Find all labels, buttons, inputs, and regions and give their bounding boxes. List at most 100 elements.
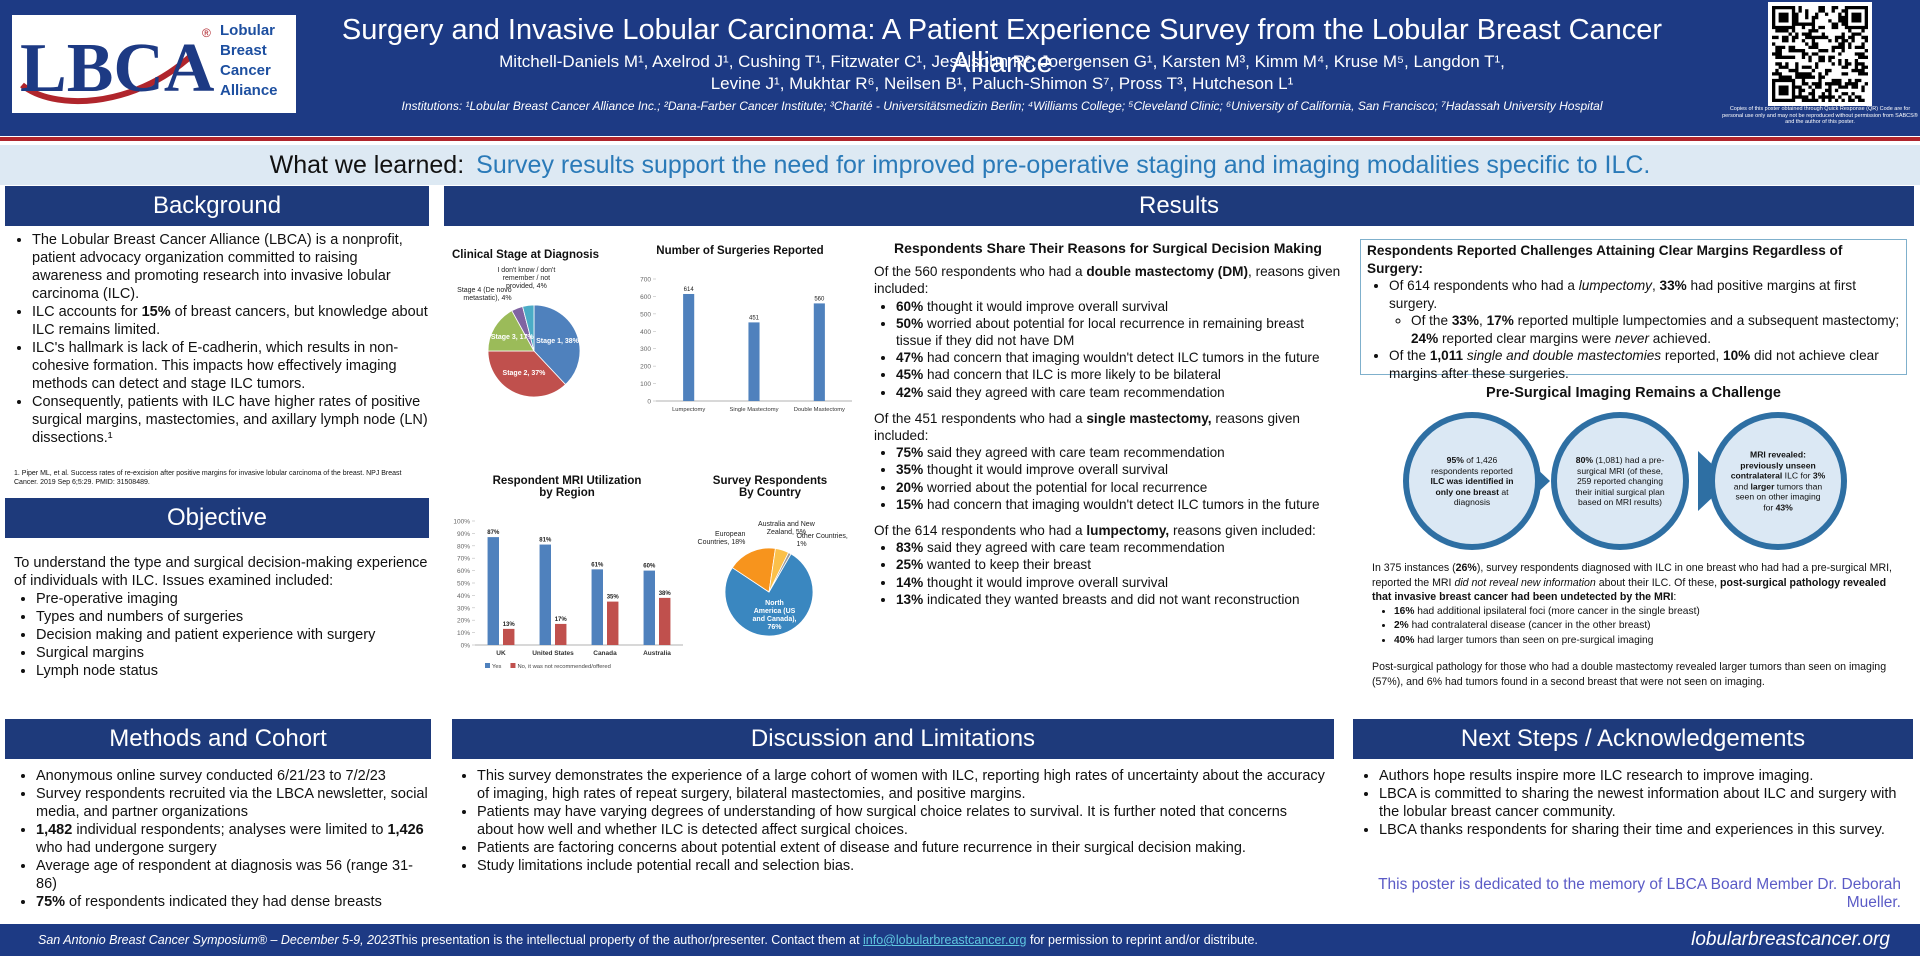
text-run: Decision making and patient experience w… xyxy=(36,627,376,643)
bold-text: lumpectomy, xyxy=(1086,523,1170,539)
text-run: had contralateral disease (cancer in the… xyxy=(1408,620,1651,631)
bullet: Surgical margins xyxy=(36,644,428,662)
legend-swatch xyxy=(510,663,516,668)
value-label: 614 xyxy=(684,287,695,293)
imaging-heading: Pre-Surgical Imaging Remains a Challenge xyxy=(1486,385,1781,401)
text-run: of 1,426 respondents reported xyxy=(1431,454,1513,476)
pie-slice xyxy=(487,350,567,398)
bullet: Patients are factoring concerns about po… xyxy=(477,839,1327,857)
text-run: ILC's hallmark is lack of E-cadherin, wh… xyxy=(32,340,399,392)
y-tick-label: 100% xyxy=(453,519,470,526)
email-link[interactable]: info@lobularbreastcancer.org xyxy=(863,933,1027,947)
bold-text: 1,482 xyxy=(36,822,73,838)
text-run: about their ILC. Of these, xyxy=(1595,576,1721,589)
website: lobularbreastcancer.org xyxy=(1691,929,1890,950)
slice-label: Australia and New Zealand, 5% xyxy=(757,520,815,536)
text-run: had additional ipsilateral foci (more ca… xyxy=(1414,605,1700,617)
italic-text: single and double mastectomies xyxy=(1466,348,1662,363)
bullet: ILC accounts for 15% of breast cancers, … xyxy=(32,303,428,339)
text-run: thought it would improve overall surviva… xyxy=(923,298,1169,314)
bar xyxy=(555,623,567,645)
slice-label: North America (US and Canada), 76% xyxy=(752,599,797,631)
bold-text: double mastectomy (DM) xyxy=(1086,264,1249,280)
objective-text: To understand the type and surgical deci… xyxy=(14,554,428,680)
bar xyxy=(659,597,671,645)
reason-intro: Of the 614 respondents who had a lumpect… xyxy=(874,522,1342,539)
y-tick-label: 400 xyxy=(640,329,651,336)
text-run: said they agreed with care team recommen… xyxy=(923,384,1225,400)
bullet: 14% thought it would improve overall sur… xyxy=(896,574,1342,591)
text-run: (1,081) had a pre-surgical MRI (of these… xyxy=(1575,454,1665,507)
circle xyxy=(1403,412,1541,550)
circle-text: 95% of 1,426 respondents reported ILC wa… xyxy=(1424,455,1520,508)
x-tick-label: Single Mastectomy xyxy=(730,407,779,413)
text-run: In 375 instances ( xyxy=(1372,562,1456,574)
bold-text: 75% xyxy=(36,894,66,910)
text-run: Types and numbers of surgeries xyxy=(36,609,244,625)
bold-text: 24% xyxy=(1411,330,1439,346)
header-band: LBCA ® Lobular Breast Cancer Alliance Surge… xyxy=(0,0,1920,132)
text-run: worried about the potential for local re… xyxy=(923,479,1208,495)
text-run: had concern that ILC is more likely to b… xyxy=(923,367,1221,383)
section-heading: Discussion and Limitations xyxy=(452,719,1334,759)
x-tick-label: UK xyxy=(496,650,506,657)
circle-text: 80% (1,081) had a pre-surgical MRI (of t… xyxy=(1572,455,1668,508)
poster-title: Surgery and Invasive Lobular Carcinoma: … xyxy=(341,14,1663,79)
bold-text: 2% xyxy=(1394,620,1409,631)
bold-text: 75% xyxy=(896,445,924,461)
bold-text: MRI revealed: previously unseen contrala… xyxy=(1730,449,1816,481)
bullet-list: 75% said they agreed with care team reco… xyxy=(874,444,1342,513)
next-steps-text: Authors hope results inspire more ILC re… xyxy=(1357,767,1909,839)
y-tick-label: 0% xyxy=(461,643,471,650)
qr-modules xyxy=(1772,6,1868,102)
methods-text: Anonymous online survey conducted 6/21/2… xyxy=(14,767,429,911)
author-line: Mitchell-Daniels M¹, Axelrod J¹, Cushing… xyxy=(499,52,1505,71)
text-run: Surgical margins xyxy=(36,645,144,661)
pie-slice xyxy=(731,547,776,593)
text-run: Pre-operative imaging xyxy=(36,591,178,607)
logo-text: Lobular Breast Cancer Alliance xyxy=(220,21,278,101)
imaging-closing: Post-surgical pathology for those who ha… xyxy=(1372,661,1887,688)
meeting: San Antonio Breast Cancer Symposium® – D… xyxy=(38,933,395,947)
bullet: 1,482 individual respondents; analyses w… xyxy=(36,821,429,857)
reason-group: Of the 614 respondents who had a lumpect… xyxy=(874,522,1342,608)
logo-line: Alliance xyxy=(220,82,278,99)
legend-label: Yes xyxy=(492,664,502,670)
slice-label: Other Countries, 1% xyxy=(796,532,848,548)
text-run: ILC accounts for xyxy=(32,304,142,320)
bullet: The Lobular Breast Cancer Alliance (LBCA… xyxy=(32,231,428,303)
pie-slice xyxy=(768,552,792,593)
bar-chart: 0 100 200 300 400 500 600 700 Lumpectomy 614 Singl… xyxy=(640,277,852,413)
chart-title: Number of Surgeries Reported xyxy=(656,245,824,257)
slice-label: I don't know / don't remember / not prov… xyxy=(497,266,556,290)
bullet-list: Authors hope results inspire more ILC re… xyxy=(1357,767,1909,839)
bullet: Lymph node status xyxy=(36,662,428,680)
value-label: 38% xyxy=(659,591,672,597)
key-message: What we learned: Survey results support t… xyxy=(0,145,1920,185)
discussion-text: This survey demonstrates the experience … xyxy=(455,767,1327,875)
value-label: 13% xyxy=(503,622,516,628)
value-label: 81% xyxy=(539,538,552,544)
bullet: Anonymous online survey conducted 6/21/2… xyxy=(36,767,429,785)
bold-text: 20% xyxy=(896,479,924,495)
bullet-list: The Lobular Breast Cancer Alliance (LBCA… xyxy=(10,231,428,447)
italic-text: lumpectomy xyxy=(1578,278,1652,293)
text-run: Of the 560 respondents who had a xyxy=(874,264,1087,280)
bold-text: 33% xyxy=(1659,278,1687,293)
bold-text: 83% xyxy=(896,540,924,556)
y-tick-label: 30% xyxy=(457,605,470,612)
text-run: of respondents indicated they had dense … xyxy=(65,894,382,910)
text-run: , xyxy=(1479,313,1487,328)
bold-text: 26% xyxy=(1455,562,1477,574)
y-tick-label: 600 xyxy=(640,294,651,301)
y-tick-label: 0 xyxy=(647,399,651,406)
text-run: Of the 614 respondents who had a xyxy=(874,523,1087,539)
bar xyxy=(748,322,760,401)
value-label: 560 xyxy=(814,296,825,302)
footnote: 1. Piper ML, et al. Success rates of re-… xyxy=(14,470,402,486)
text-run: wanted to keep their breast xyxy=(923,557,1091,573)
section-heading: Objective xyxy=(5,498,429,538)
pie-slice xyxy=(533,304,581,386)
text-run: who had undergone surgery xyxy=(36,840,217,856)
